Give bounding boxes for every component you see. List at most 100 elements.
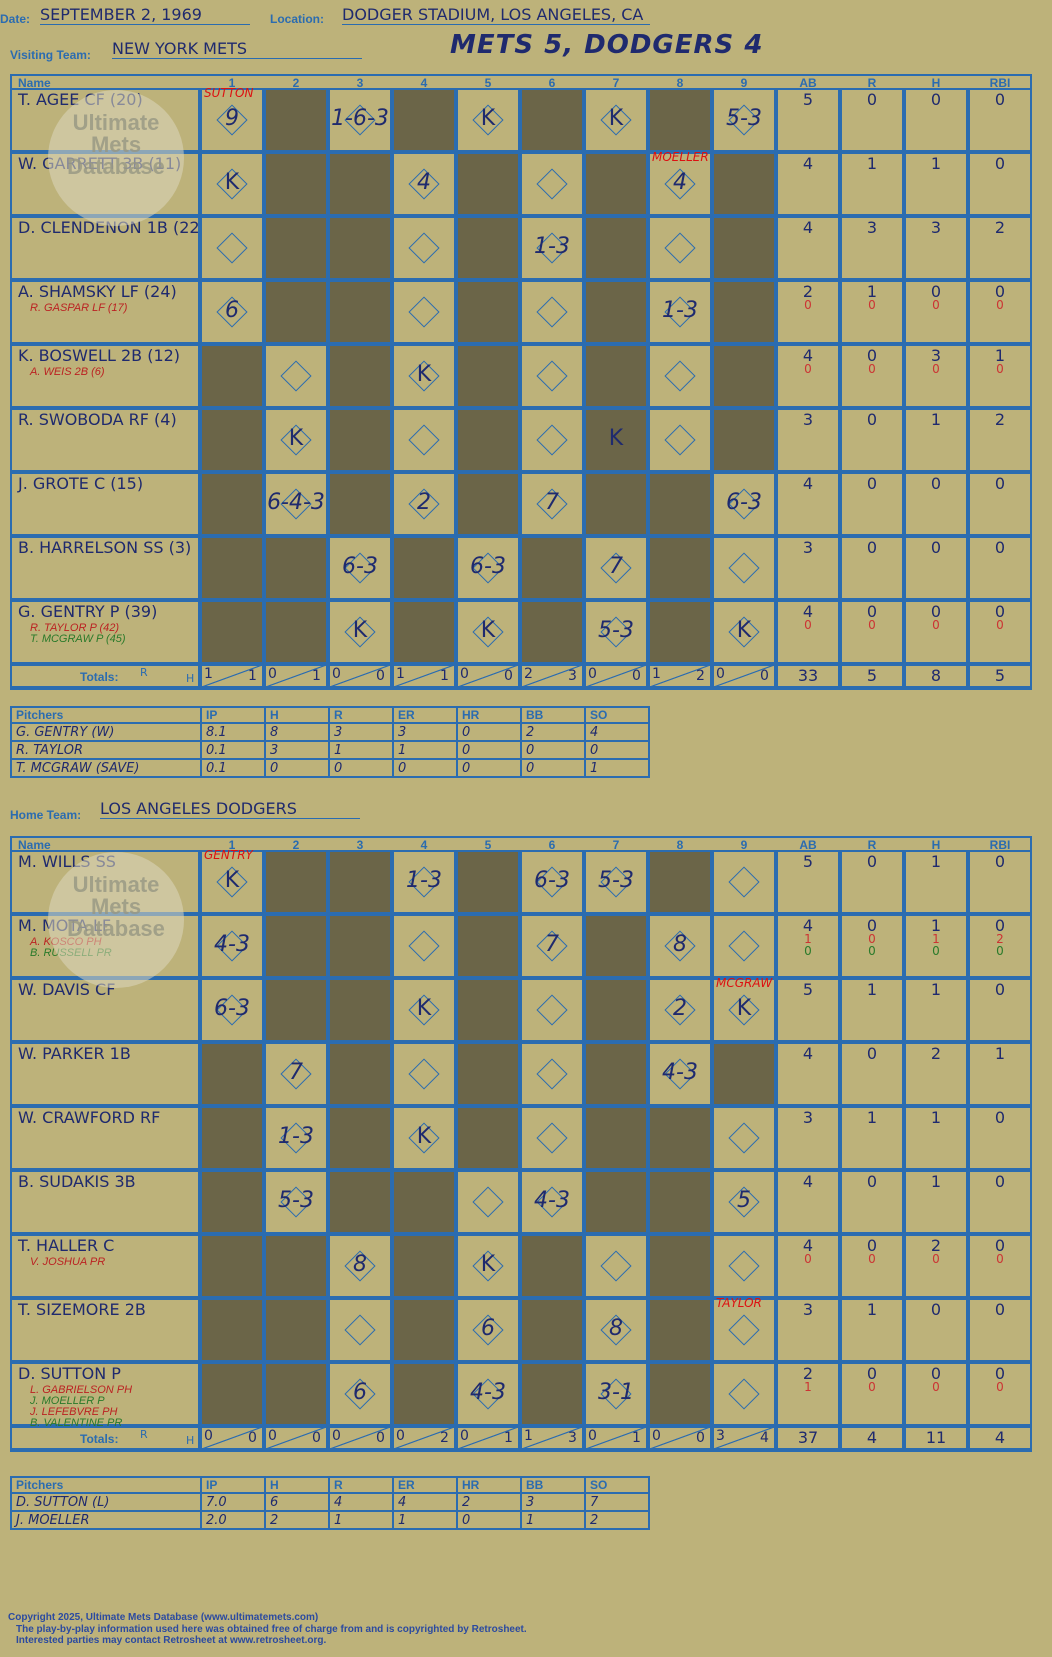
game-total-cell <box>840 664 904 688</box>
pitcher-stat: 0 <box>264 758 330 778</box>
stat-box <box>776 978 840 1042</box>
play-result: 1-3 <box>278 1124 314 1149</box>
inning-header: 7 <box>612 76 620 90</box>
inning-runs: 0 <box>332 666 341 682</box>
at-bat-box <box>200 1042 264 1106</box>
at-bat-box <box>584 1234 648 1298</box>
pitcher-stat: 6 <box>264 1492 330 1512</box>
stat-box <box>776 914 840 978</box>
at-bat-box <box>200 472 264 536</box>
game-total: 11 <box>925 1428 947 1447</box>
at-bat-box <box>584 280 648 344</box>
stat-box <box>776 1042 840 1106</box>
at-bat-box <box>392 914 456 978</box>
watermark-text: Mets <box>90 132 142 157</box>
pitcher-stat: J. MOELLER <box>10 1510 202 1530</box>
play-result: 6-3 <box>214 996 250 1021</box>
inning-total-cell <box>520 1426 584 1450</box>
inning-header: 4 <box>420 838 428 852</box>
batter-name-cell <box>10 536 200 600</box>
at-bat-box <box>200 850 264 914</box>
at-bat-box <box>648 1106 712 1170</box>
stat-box <box>776 1170 840 1234</box>
inning-runs: 1 <box>524 1428 533 1444</box>
at-bat-box <box>328 1298 392 1362</box>
inning-runs: 0 <box>588 1428 597 1444</box>
substitute-name: J. MOELLER P <box>30 1395 105 1407</box>
batter-stat: 5 <box>802 90 814 109</box>
at-bat-box <box>520 1106 584 1170</box>
play-result: 2 <box>417 490 431 515</box>
stat-box <box>840 472 904 536</box>
inning-total-cell <box>712 664 776 688</box>
game-result-title: METS 5, DODGERS 4 <box>450 30 764 60</box>
inning-runs: 3 <box>716 1428 725 1444</box>
game-total: 4 <box>866 1428 878 1447</box>
batter-stat: 0 <box>930 538 942 557</box>
at-bat-box <box>712 1170 776 1234</box>
pitching-header: IP <box>200 1476 266 1494</box>
inning-runs: 0 <box>652 1428 661 1444</box>
at-bat-box <box>264 600 328 664</box>
pitcher-stat: 0 <box>456 722 522 742</box>
game-total-cell <box>904 664 968 688</box>
batter-name-cell <box>10 472 200 536</box>
batter-stat: 0 <box>866 346 878 365</box>
at-bat-box <box>328 1106 392 1170</box>
stat-box <box>968 850 1032 914</box>
batter-name-cell <box>10 600 200 664</box>
at-bat-box <box>392 600 456 664</box>
substitute-stat: 0 <box>932 362 940 376</box>
at-bat-box <box>712 978 776 1042</box>
at-bat-box <box>520 914 584 978</box>
game-total-cell <box>776 664 840 688</box>
inning-hits: 2 <box>440 1430 449 1446</box>
inning-hits: 1 <box>632 1430 641 1446</box>
at-bat-box <box>648 914 712 978</box>
game-total-cell <box>776 1426 840 1450</box>
at-bat-box <box>264 1298 328 1362</box>
game-total-cell <box>968 664 1032 688</box>
inning-header: 5 <box>484 838 492 852</box>
pitcher-stat: 8.1 <box>200 722 266 742</box>
at-bat-box <box>328 152 392 216</box>
batter-stat: 0 <box>930 474 942 493</box>
inning-header: 8 <box>676 838 684 852</box>
at-bat-box <box>584 914 648 978</box>
stat-box <box>904 1042 968 1106</box>
substitute-name: V. JOSHUA PR <box>30 1256 106 1268</box>
inning-total-cell <box>584 664 648 688</box>
at-bat-box <box>264 408 328 472</box>
inning-total-cell <box>584 1426 648 1450</box>
at-bat-box <box>648 1042 712 1106</box>
at-bat-box <box>328 850 392 914</box>
name-column-header: Name <box>18 838 51 852</box>
inning-hits: 1 <box>440 668 449 684</box>
pitching-header: IP <box>200 706 266 724</box>
substitute-stat: 0 <box>868 618 876 632</box>
substitute-stat: 0 <box>868 362 876 376</box>
play-result: 2 <box>673 996 687 1021</box>
stat-column-header: AB <box>799 76 817 90</box>
pitcher-change-note: SUTTON <box>204 86 254 100</box>
at-bat-box <box>648 1234 712 1298</box>
at-bat-box <box>648 978 712 1042</box>
at-bat-box <box>200 152 264 216</box>
inning-header: 1 <box>228 76 236 90</box>
batter-name: B. HARRELSON SS (3) <box>18 538 192 557</box>
inning-runs: 0 <box>460 666 469 682</box>
inning-runs: 0 <box>204 1428 213 1444</box>
pitching-header: H <box>264 1476 330 1494</box>
game-total: 37 <box>797 1428 819 1447</box>
play-result: 4-3 <box>470 1380 506 1405</box>
totals-label-cell <box>10 1426 200 1450</box>
play-result: 8 <box>609 1316 623 1341</box>
batter-stat: 0 <box>866 410 878 429</box>
stat-box <box>904 408 968 472</box>
at-bat-box <box>584 1042 648 1106</box>
at-bat-box <box>264 1106 328 1170</box>
inning-runs: 2 <box>524 666 533 682</box>
stat-box <box>904 1298 968 1362</box>
inning-hits: 0 <box>760 668 769 684</box>
pitcher-stat: 7 <box>584 1492 650 1512</box>
